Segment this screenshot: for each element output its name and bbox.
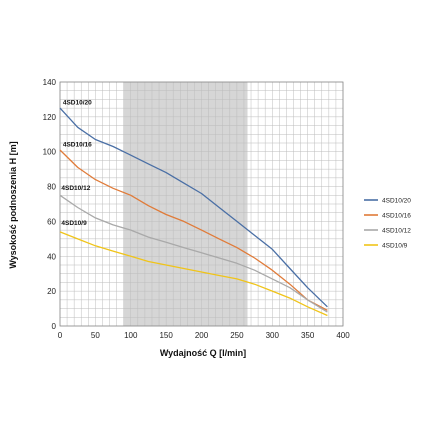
x-tick-label: 350 <box>301 331 315 340</box>
y-tick-label: 100 <box>43 148 57 157</box>
chart-legend: 4SD10/20 4SD10/16 4SD10/12 4SD10/9 <box>364 198 411 250</box>
x-tick-label: 200 <box>195 331 209 340</box>
chart-grid <box>59 81 344 327</box>
x-tick-label: 100 <box>124 331 138 340</box>
x-tick-label: 150 <box>159 331 173 340</box>
y-tick-label: 140 <box>43 78 57 87</box>
series-line-3 <box>59 231 328 317</box>
y-tick-label: 80 <box>47 183 56 192</box>
curve-label-2: 4SD10/12 <box>61 185 90 192</box>
tick-labels: 0 50 100 150 200 250 300 350 400 0 20 40 60 80 100 120 1… <box>43 78 351 340</box>
curve-label-0: 4SD10/20 <box>63 100 92 107</box>
curve-labels: 4SD10/20 4SD10/16 4SD10/12 4SD10/9 <box>61 100 92 227</box>
y-tick-label: 120 <box>43 113 57 122</box>
legend-entry-3: 4SD10/9 <box>382 243 408 250</box>
y-tick-label: 20 <box>47 287 56 296</box>
x-axis-label: Wydajność Q [l/min] <box>160 348 246 358</box>
x-tick-label: 300 <box>266 331 280 340</box>
plot-border <box>59 81 344 327</box>
y-tick-label: 40 <box>47 252 56 261</box>
y-tick-label: 0 <box>52 322 57 331</box>
legend-entry-0: 4SD10/20 <box>382 198 411 205</box>
curve-label-3: 4SD10/9 <box>61 220 87 227</box>
x-tick-label: 50 <box>91 331 100 340</box>
legend-entry-2: 4SD10/12 <box>382 228 411 235</box>
series-line-2 <box>59 194 328 313</box>
curve-label-1: 4SD10/16 <box>63 141 92 148</box>
x-tick-label: 250 <box>230 331 244 340</box>
series-lines <box>59 107 328 317</box>
x-tick-label: 0 <box>58 331 63 340</box>
y-tick-label: 60 <box>47 217 56 226</box>
series-line-1 <box>59 149 328 311</box>
x-tick-label: 400 <box>336 331 350 340</box>
legend-entry-1: 4SD10/16 <box>382 213 411 220</box>
series-line-0 <box>59 107 328 308</box>
y-axis-label: Wysokość podnoszenia H [m] <box>8 141 18 268</box>
